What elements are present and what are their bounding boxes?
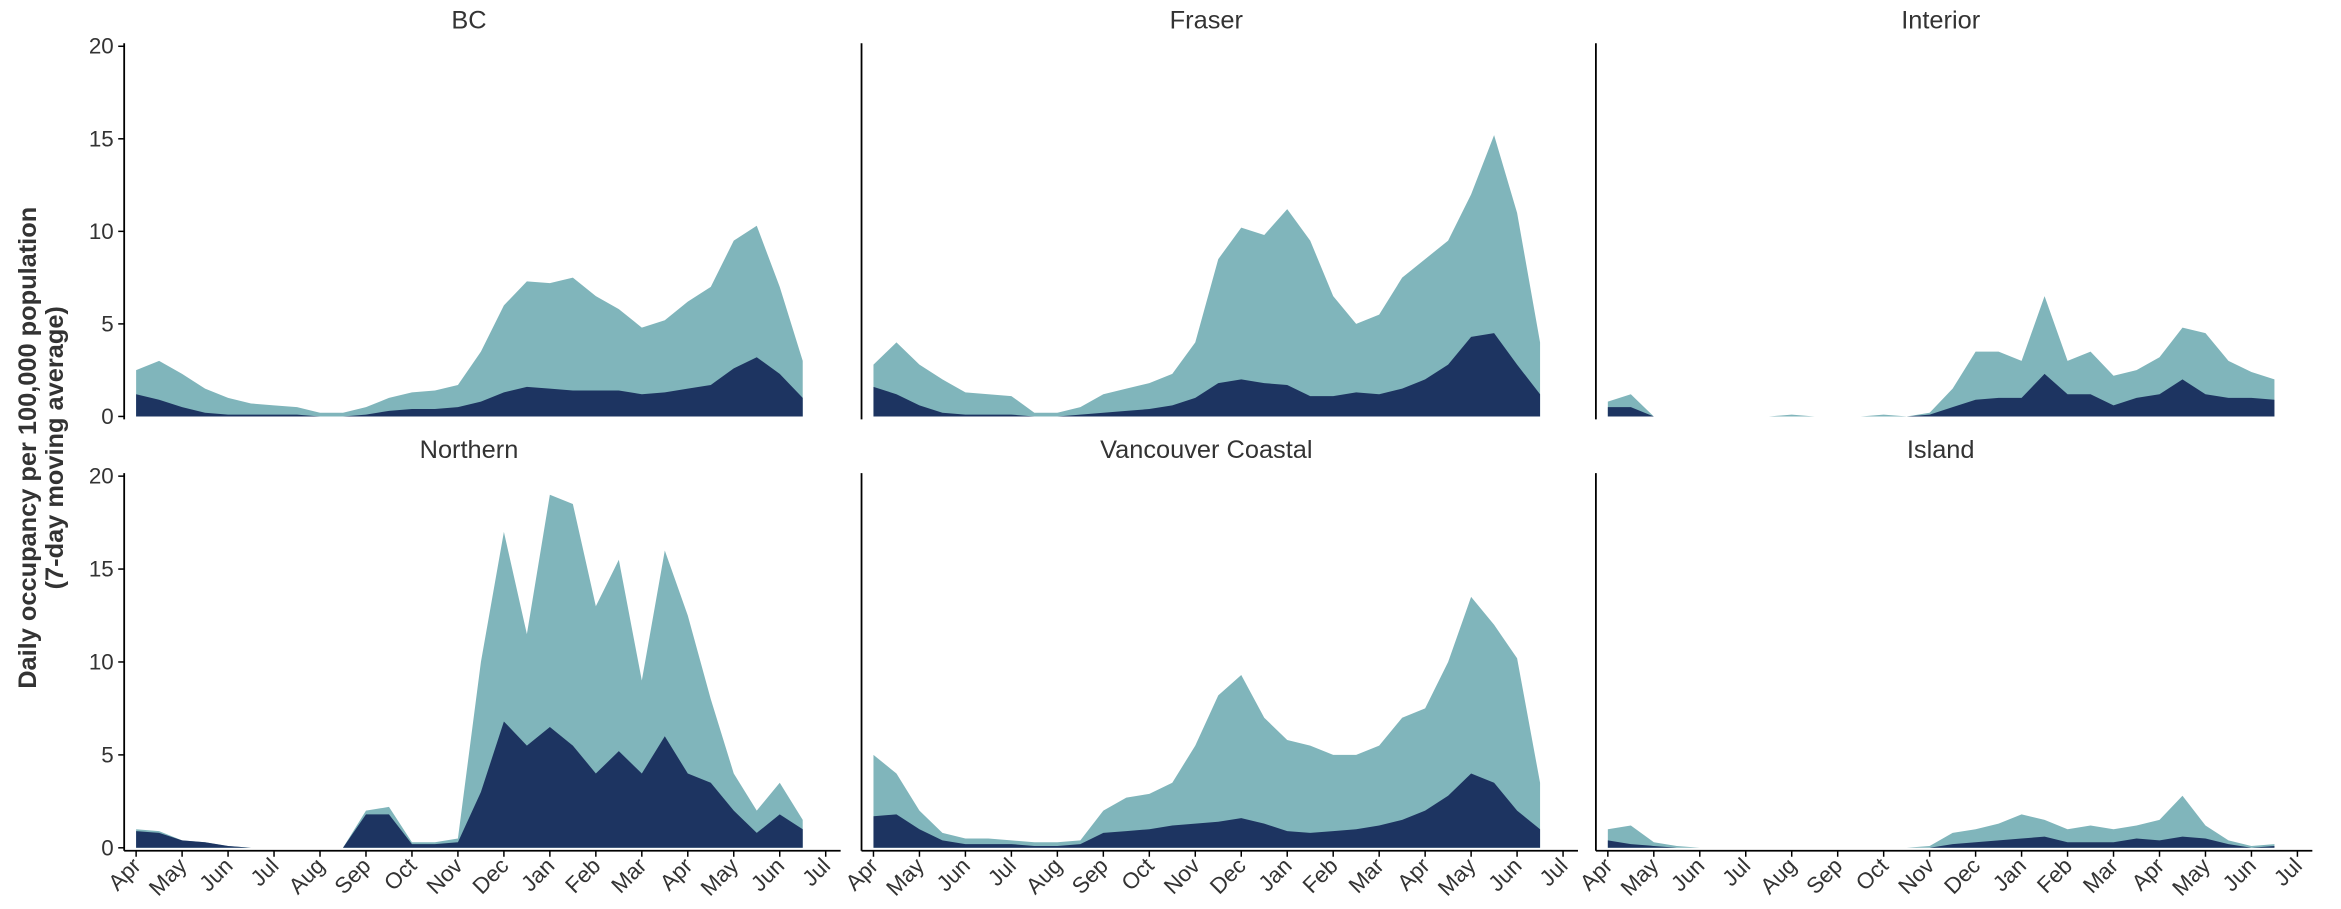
x-tick-label: Jun bbox=[932, 853, 975, 896]
x-tick-label: Jun bbox=[2218, 853, 2261, 896]
x-tick-label: May bbox=[144, 852, 192, 900]
x-tick-label: Dec bbox=[468, 853, 514, 899]
x-tick-label: Aug bbox=[1021, 853, 1067, 899]
x-tick-label: May bbox=[1616, 852, 1664, 900]
x-tick-label: Sep bbox=[1801, 853, 1847, 899]
x-tick-label: May bbox=[696, 852, 744, 900]
x-tick-label: Jul bbox=[2269, 853, 2307, 891]
x-tick-label: Oct bbox=[379, 853, 422, 896]
y-tick-label: 15 bbox=[89, 557, 114, 582]
x-tick-label: Nov bbox=[1159, 852, 1205, 898]
x-tick-label: Dec bbox=[1939, 853, 1985, 899]
x-tick-label: Aug bbox=[284, 853, 330, 899]
x-tick-label: May bbox=[2167, 852, 2215, 900]
area bbox=[873, 773, 1541, 848]
x-tick-label: Jul bbox=[246, 853, 284, 891]
x-tick-label: Sep bbox=[1067, 853, 1113, 899]
x-tick-label: Apr bbox=[1392, 853, 1435, 896]
x-tick-label: Mar bbox=[606, 853, 651, 898]
x-tick-label: Feb bbox=[560, 853, 605, 898]
y-tick-label: 20 bbox=[89, 464, 114, 489]
x-tick-label: Apr bbox=[841, 853, 884, 896]
x-tick-label: Jan bbox=[1254, 853, 1297, 896]
y-tick-label: 5 bbox=[101, 742, 113, 767]
x-tick-label: Apr bbox=[655, 853, 698, 896]
area bbox=[1607, 296, 2275, 417]
y-tick-label: 20 bbox=[89, 34, 114, 59]
panel-title: Vancouver Coastal bbox=[1100, 436, 1312, 464]
area bbox=[873, 596, 1541, 848]
x-tick-label: Mar bbox=[2078, 853, 2123, 898]
y-tick-label: 10 bbox=[89, 219, 114, 244]
x-tick-label: Oct bbox=[1117, 853, 1160, 896]
y-axis-title: Daily occupancy per 100,000 population bbox=[14, 207, 42, 689]
x-tick-label: Sep bbox=[330, 853, 376, 899]
x-tick-label: Nov bbox=[422, 852, 468, 898]
area bbox=[136, 357, 803, 417]
x-tick-label: Jun bbox=[746, 853, 789, 896]
x-tick-label: Aug bbox=[1755, 853, 1801, 899]
x-tick-label: Jul bbox=[1535, 853, 1573, 891]
x-tick-label: Feb bbox=[2032, 853, 2077, 898]
panel-title: Northern bbox=[420, 436, 519, 464]
y-tick-label: 0 bbox=[101, 835, 113, 860]
area bbox=[136, 225, 803, 417]
panel-title: Interior bbox=[1901, 6, 1980, 34]
x-tick-label: Jul bbox=[983, 853, 1021, 891]
panel-title: Island bbox=[1907, 436, 1975, 464]
x-tick-label: Jun bbox=[1483, 853, 1526, 896]
area bbox=[873, 135, 1541, 417]
x-tick-label: Jul bbox=[1717, 853, 1755, 891]
x-tick-label: Jan bbox=[516, 853, 559, 896]
x-tick-label: May bbox=[881, 852, 929, 900]
y-tick-label: 10 bbox=[89, 649, 114, 674]
area bbox=[873, 333, 1541, 417]
x-tick-label: Jan bbox=[1988, 853, 2031, 896]
y-axis-title: (7-day moving average) bbox=[41, 306, 69, 589]
x-tick-label: May bbox=[1433, 852, 1481, 900]
x-tick-label: Feb bbox=[1298, 853, 1343, 898]
x-tick-label: Jun bbox=[194, 853, 237, 896]
area bbox=[1607, 373, 2275, 417]
x-tick-label: Jul bbox=[797, 853, 835, 891]
x-tick-label: Apr bbox=[1575, 853, 1618, 896]
y-tick-label: 0 bbox=[101, 404, 113, 429]
area bbox=[1607, 795, 2275, 848]
panel-title: BC bbox=[451, 6, 486, 34]
y-tick-label: 5 bbox=[101, 311, 113, 336]
area bbox=[1607, 836, 2275, 848]
x-tick-label: Nov bbox=[1893, 852, 1939, 898]
x-tick-label: Oct bbox=[1851, 853, 1894, 896]
area bbox=[136, 494, 803, 848]
x-tick-label: Mar bbox=[1344, 853, 1389, 898]
y-tick-label: 15 bbox=[89, 126, 114, 151]
panel-title: Fraser bbox=[1170, 6, 1244, 34]
x-tick-label: Jun bbox=[1666, 853, 1709, 896]
area bbox=[136, 721, 803, 848]
x-tick-label: Dec bbox=[1205, 853, 1251, 899]
x-tick-label: Apr bbox=[2127, 853, 2170, 896]
